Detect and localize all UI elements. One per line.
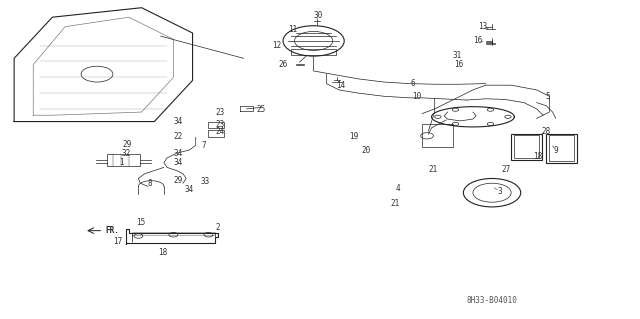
Bar [291, 49, 336, 55]
Text: 30: 30 [314, 11, 323, 20]
Bar [209, 130, 225, 137]
Text: 11: 11 [288, 25, 297, 34]
Text: 21: 21 [429, 165, 438, 174]
Text: 26: 26 [278, 60, 287, 69]
Text: 10: 10 [412, 92, 422, 101]
Text: 7: 7 [201, 141, 205, 150]
Bar [422, 124, 452, 147]
Text: 20: 20 [361, 145, 371, 154]
Text: 16: 16 [454, 60, 463, 69]
Text: 34: 34 [174, 149, 183, 158]
Bar [514, 136, 540, 158]
Text: 8H33-B04010: 8H33-B04010 [467, 296, 517, 305]
Text: 23: 23 [215, 120, 225, 129]
Text: 29: 29 [123, 140, 132, 149]
Text: 27: 27 [502, 165, 511, 174]
Text: 19: 19 [349, 132, 358, 141]
Text: 8: 8 [148, 179, 152, 188]
Text: 12: 12 [272, 41, 282, 50]
Text: 15: 15 [136, 218, 145, 227]
Bar [546, 134, 577, 163]
Text: 34: 34 [185, 185, 194, 194]
Text: 28: 28 [541, 127, 551, 136]
Text: FR.: FR. [105, 226, 119, 235]
Text: 23: 23 [215, 108, 225, 117]
Text: 32: 32 [122, 149, 131, 158]
Text: 31: 31 [452, 51, 461, 60]
Bar [106, 154, 140, 167]
Bar [548, 136, 574, 161]
Text: 18: 18 [533, 152, 543, 161]
Text: 34: 34 [174, 158, 183, 167]
Text: 2: 2 [216, 223, 220, 232]
Text: 6: 6 [410, 79, 415, 88]
Text: 18: 18 [158, 248, 167, 257]
Text: 33: 33 [201, 177, 210, 186]
Text: 29: 29 [174, 175, 183, 185]
Text: 21: 21 [390, 199, 400, 208]
Text: 34: 34 [174, 117, 183, 126]
Text: 25: 25 [257, 105, 266, 114]
Text: 22: 22 [174, 132, 183, 141]
Text: 3: 3 [497, 187, 502, 196]
Text: 16: 16 [474, 36, 483, 45]
Text: 17: 17 [113, 237, 122, 246]
Text: 9: 9 [554, 145, 558, 154]
Text: 14: 14 [336, 81, 345, 90]
Text: 13: 13 [478, 22, 487, 31]
Text: 5: 5 [546, 92, 550, 101]
Text: 24: 24 [215, 127, 225, 136]
Bar [511, 134, 541, 160]
Text: 4: 4 [396, 184, 400, 193]
Bar [209, 122, 225, 128]
Text: 1: 1 [119, 158, 124, 167]
